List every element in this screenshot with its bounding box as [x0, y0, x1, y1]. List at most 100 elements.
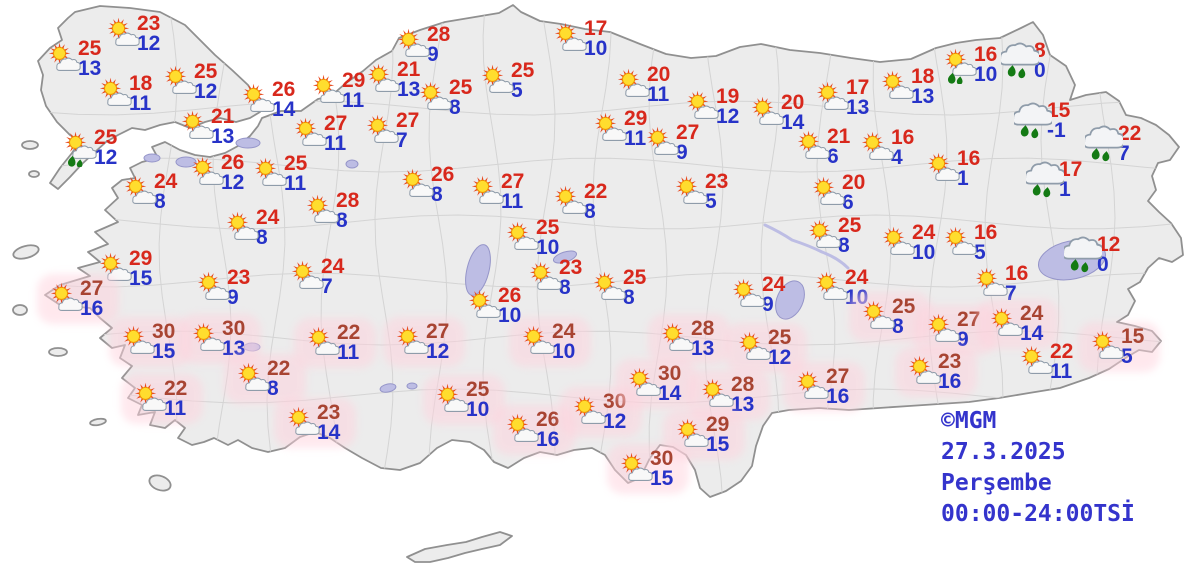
high-temp: 17 — [584, 17, 608, 40]
high-temp: 23 — [137, 12, 161, 35]
weather-station: 25 5 — [478, 59, 535, 101]
temperature-pair: 16 5 — [974, 222, 997, 264]
low-temp: 5 — [974, 241, 986, 264]
high-temp: 28 — [336, 189, 360, 212]
lake — [379, 383, 397, 393]
temperature-pair: 30 14 — [658, 362, 682, 404]
low-temp: 8 — [267, 377, 279, 400]
cloud-rain-icon — [999, 42, 1041, 80]
lake-ataturk-dam — [775, 280, 805, 320]
weather-station: 25 10 — [503, 217, 559, 258]
weather-station: 16 7 — [972, 263, 1028, 304]
weather-station: 25 12 — [161, 61, 217, 102]
temperature-pair: 25 8 — [838, 215, 861, 256]
low-temp: 1 — [1059, 178, 1071, 201]
high-temp: 27 — [396, 109, 420, 132]
temperature-pair: 25 5 — [511, 59, 535, 101]
sun-cloud-icon — [304, 324, 342, 362]
high-temp: 25 — [511, 59, 535, 82]
sun-cloud-icon — [617, 450, 655, 488]
weather-station: 27 16 — [37, 274, 119, 324]
weather-station: 12 0 — [1062, 234, 1120, 275]
lake — [345, 159, 359, 169]
high-temp: 23 — [227, 266, 251, 289]
temperature-pair: 28 9 — [427, 24, 450, 65]
weather-station: 24 8 — [223, 207, 279, 248]
low-temp: 15 — [152, 340, 176, 363]
low-temp: 9 — [227, 286, 239, 309]
low-temp: 9 — [957, 328, 969, 351]
temperature-pair: 20 11 — [647, 64, 670, 105]
high-temp: 30 — [152, 320, 176, 343]
sun-cloud-icon — [879, 224, 917, 262]
weather-station: 23 16 — [895, 347, 977, 397]
high-temp: 22 — [1050, 340, 1074, 363]
sun-cloud-icon — [551, 183, 589, 221]
warm-highlight — [109, 317, 191, 367]
high-temp: 21 — [827, 125, 851, 148]
high-temp: 20 — [842, 171, 866, 194]
temperature-pair: 27 12 — [426, 321, 449, 362]
high-temp: 27 — [957, 308, 981, 331]
low-temp: 15 — [129, 267, 153, 290]
temperature-pair: 16 4 — [891, 127, 914, 168]
high-temp: 26 — [536, 408, 560, 431]
weather-station: 16 10 — [941, 44, 997, 85]
low-temp: 13 — [911, 85, 935, 108]
sun-cloud-icon — [924, 150, 962, 188]
sun-cloud-icon — [478, 62, 516, 100]
weather-station: 26 10 — [465, 285, 521, 326]
sun-cloud-icon — [121, 173, 159, 211]
sun-cloud-icon — [735, 329, 773, 367]
weather-station: 17 10 — [551, 17, 608, 59]
low-temp: 13 — [222, 337, 246, 360]
high-temp: 25 — [768, 326, 792, 349]
high-temp: 22 — [164, 377, 188, 400]
temperature-pair: 23 16 — [938, 351, 961, 392]
island — [89, 417, 107, 427]
temperature-pair: 24 7 — [321, 256, 344, 298]
sun-cloud-rain-icon — [61, 129, 99, 168]
weather-station: 25 11 — [251, 153, 307, 194]
low-temp: 6 — [842, 191, 854, 214]
high-temp: 17 — [1059, 158, 1083, 181]
temperature-pair: 27 9 — [957, 308, 981, 351]
temperature-pair: 23 14 — [317, 402, 340, 443]
low-temp: 12 — [221, 171, 245, 194]
high-temp: 22 — [584, 180, 608, 203]
low-temp: 10 — [466, 398, 490, 421]
lake — [143, 153, 161, 163]
weather-station: 27 11 — [291, 113, 347, 154]
weather-station: 20 14 — [748, 92, 804, 133]
island — [148, 474, 172, 492]
temperature-pair: 25 13 — [78, 38, 101, 79]
weather-station: 29 11 — [309, 70, 365, 111]
low-temp: 6 — [827, 145, 839, 168]
sun-cloud-icon — [161, 63, 199, 101]
high-temp: 30 — [658, 362, 682, 385]
weather-station: 22 7 — [1083, 123, 1141, 164]
weather-station: 27 9 — [914, 305, 996, 355]
weather-station: 22 11 — [1017, 340, 1074, 382]
sun-cloud-icon — [941, 224, 979, 262]
sun-cloud-icon — [673, 416, 711, 454]
sun-cloud-icon — [972, 265, 1010, 303]
low-temp: 7 — [321, 275, 333, 298]
low-temp: 13 — [731, 393, 755, 416]
sun-cloud-icon — [291, 115, 329, 153]
sun-cloud-icon — [468, 173, 506, 211]
weather-station: 30 15 — [607, 444, 689, 494]
weather-station: 18 11 — [96, 72, 153, 114]
high-temp: 23 — [559, 256, 583, 279]
sun-cloud-icon — [239, 81, 277, 119]
high-temp: 18 — [129, 72, 153, 95]
low-temp: 14 — [272, 98, 296, 121]
sun-cloud-icon — [393, 323, 431, 361]
low-temp: 1 — [957, 167, 969, 190]
temperature-pair: 24 14 — [1020, 303, 1043, 344]
low-temp: 16 — [536, 428, 560, 451]
temperature-pair: 30 13 — [222, 318, 246, 360]
